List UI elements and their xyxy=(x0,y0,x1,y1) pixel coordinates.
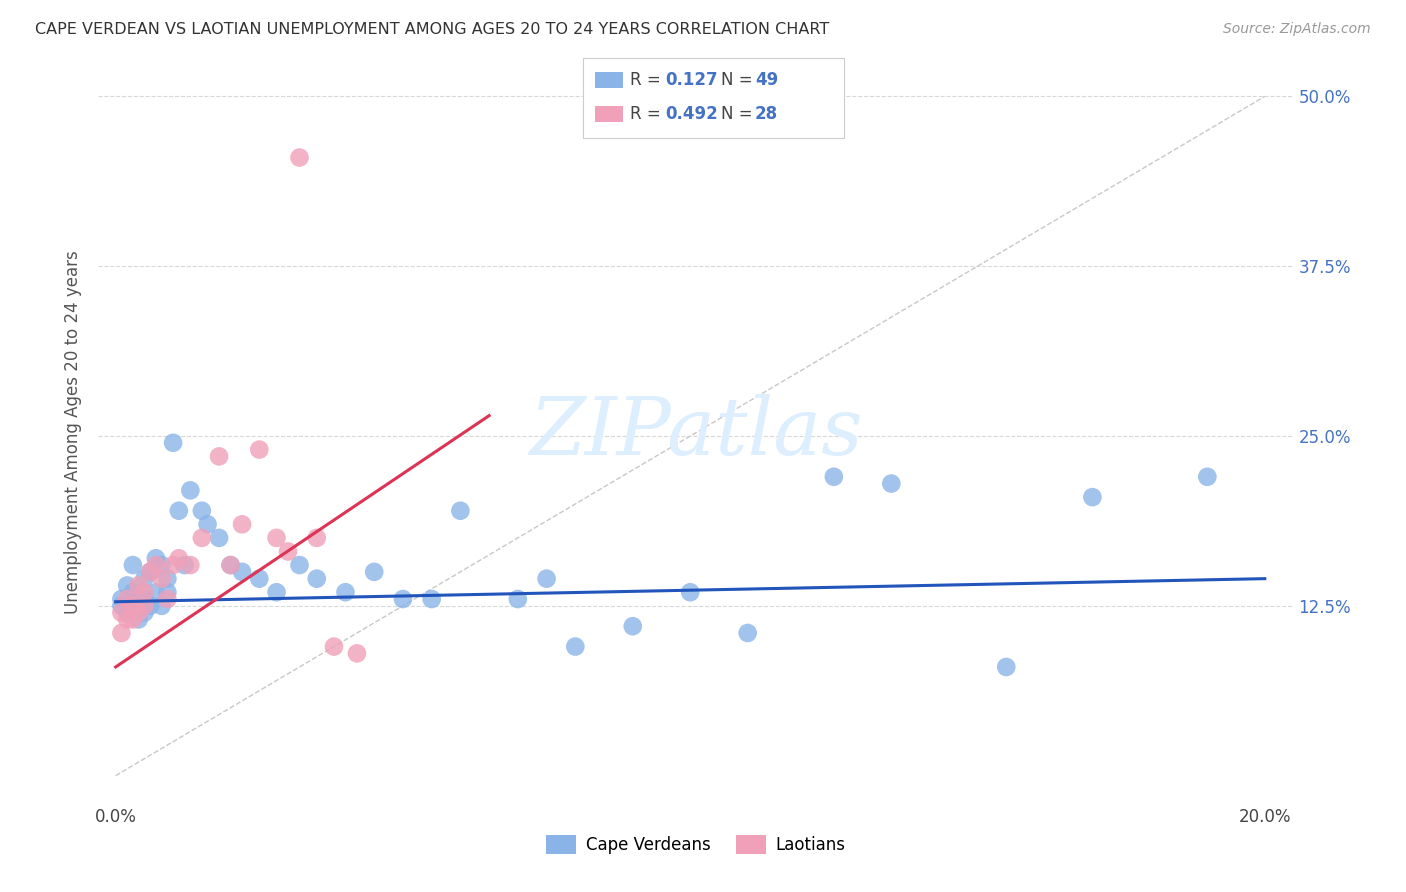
Point xyxy=(191,504,214,518)
Point xyxy=(156,572,179,586)
Point xyxy=(231,565,253,579)
Point xyxy=(150,599,173,613)
Point xyxy=(995,660,1018,674)
Point xyxy=(156,592,179,607)
Point xyxy=(122,558,145,572)
Text: R =: R = xyxy=(630,105,666,123)
Point xyxy=(122,599,145,613)
Point xyxy=(363,565,385,579)
Point xyxy=(392,592,415,607)
Point xyxy=(145,558,167,572)
Point xyxy=(128,578,150,592)
Point xyxy=(880,476,903,491)
Text: CAPE VERDEAN VS LAOTIAN UNEMPLOYMENT AMONG AGES 20 TO 24 YEARS CORRELATION CHART: CAPE VERDEAN VS LAOTIAN UNEMPLOYMENT AMO… xyxy=(35,22,830,37)
Point xyxy=(156,585,179,599)
Point xyxy=(323,640,346,654)
Point xyxy=(110,626,132,640)
Point xyxy=(134,592,156,607)
Point xyxy=(305,572,328,586)
Point xyxy=(506,592,529,607)
Text: Source: ZipAtlas.com: Source: ZipAtlas.com xyxy=(1223,22,1371,37)
Text: R =: R = xyxy=(630,71,666,89)
Point xyxy=(197,517,219,532)
Point xyxy=(139,565,162,579)
Point xyxy=(139,599,162,613)
Point xyxy=(564,640,586,654)
Text: 0.492: 0.492 xyxy=(665,105,718,123)
Point xyxy=(134,606,156,620)
Point xyxy=(179,483,201,498)
Point xyxy=(288,558,311,572)
Y-axis label: Unemployment Among Ages 20 to 24 years: Unemployment Among Ages 20 to 24 years xyxy=(65,251,83,615)
Point xyxy=(110,599,132,613)
Point xyxy=(122,612,145,626)
Text: N =: N = xyxy=(721,105,758,123)
Point xyxy=(277,544,299,558)
Point xyxy=(621,619,644,633)
Point xyxy=(115,578,138,592)
Point xyxy=(247,572,270,586)
Point xyxy=(1197,469,1219,483)
Point xyxy=(449,504,471,518)
Point xyxy=(219,558,242,572)
Point xyxy=(231,517,253,532)
Text: 0.127: 0.127 xyxy=(665,71,717,89)
Point xyxy=(128,606,150,620)
Point xyxy=(536,572,558,586)
Point xyxy=(1081,490,1104,504)
Text: 49: 49 xyxy=(755,71,779,89)
Point xyxy=(115,592,138,607)
Point xyxy=(208,531,231,545)
Point xyxy=(134,572,156,586)
Point xyxy=(122,599,145,613)
Point xyxy=(737,626,759,640)
Point xyxy=(266,531,288,545)
Point xyxy=(115,612,138,626)
Point xyxy=(162,435,184,450)
Point xyxy=(173,558,195,572)
Point xyxy=(110,606,132,620)
Text: 28: 28 xyxy=(755,105,778,123)
Point xyxy=(208,450,231,464)
Point xyxy=(288,151,311,165)
Point xyxy=(167,504,190,518)
Point xyxy=(145,585,167,599)
Point xyxy=(110,592,132,607)
Point xyxy=(134,585,156,599)
Point xyxy=(266,585,288,599)
Legend: Cape Verdeans, Laotians: Cape Verdeans, Laotians xyxy=(540,829,852,861)
Point xyxy=(139,565,162,579)
Point xyxy=(191,531,214,545)
Point xyxy=(823,469,845,483)
Point xyxy=(128,612,150,626)
Point xyxy=(150,572,173,586)
Point xyxy=(219,558,242,572)
Point xyxy=(346,646,368,660)
Text: N =: N = xyxy=(721,71,758,89)
Point xyxy=(420,592,443,607)
Point xyxy=(167,551,190,566)
Point xyxy=(115,606,138,620)
Point xyxy=(145,551,167,566)
Point xyxy=(179,558,201,572)
Point xyxy=(128,592,150,607)
Point xyxy=(335,585,357,599)
Point xyxy=(247,442,270,457)
Point xyxy=(150,558,173,572)
Point xyxy=(305,531,328,545)
Point xyxy=(162,558,184,572)
Point xyxy=(122,585,145,599)
Point xyxy=(134,599,156,613)
Text: ZIPatlas: ZIPatlas xyxy=(529,394,863,471)
Point xyxy=(679,585,702,599)
